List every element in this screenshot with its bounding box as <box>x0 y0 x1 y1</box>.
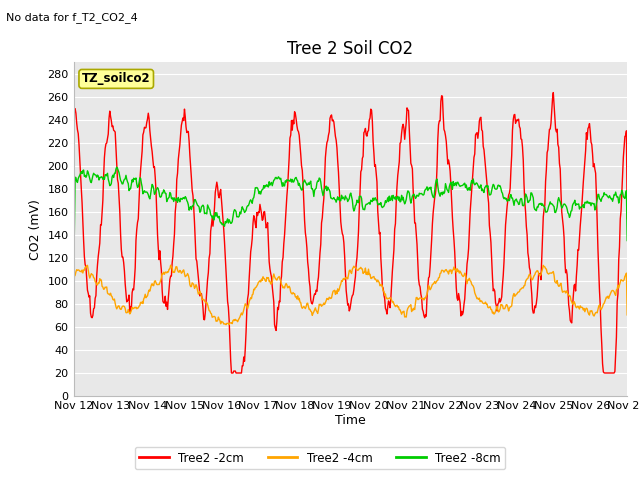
Text: TZ_soilco2: TZ_soilco2 <box>82 72 150 85</box>
Legend: Tree2 -2cm, Tree2 -4cm, Tree2 -8cm: Tree2 -2cm, Tree2 -4cm, Tree2 -8cm <box>134 447 506 469</box>
Title: Tree 2 Soil CO2: Tree 2 Soil CO2 <box>287 40 413 58</box>
X-axis label: Time: Time <box>335 414 366 427</box>
Y-axis label: CO2 (mV): CO2 (mV) <box>29 199 42 260</box>
Text: No data for f_T2_CO2_4: No data for f_T2_CO2_4 <box>6 12 138 23</box>
